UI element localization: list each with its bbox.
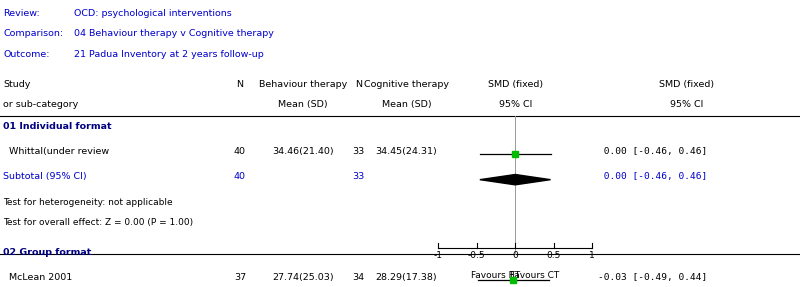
Text: SMD (fixed): SMD (fixed) [488,80,542,89]
Text: SMD (fixed): SMD (fixed) [659,80,714,89]
Text: Behaviour therapy: Behaviour therapy [259,80,347,89]
Text: 21 Padua Inventory at 2 years follow-up: 21 Padua Inventory at 2 years follow-up [74,50,263,59]
Text: 34: 34 [352,273,365,282]
Text: Comparison:: Comparison: [3,29,63,38]
Text: OCD: psychological interventions: OCD: psychological interventions [74,9,231,18]
Text: 01 Individual format: 01 Individual format [3,122,112,131]
Text: 95% CI: 95% CI [498,100,532,109]
Text: Cognitive therapy: Cognitive therapy [364,80,449,89]
Text: N: N [355,80,362,89]
Text: 02 Group format: 02 Group format [3,248,91,257]
Text: Mean (SD): Mean (SD) [278,100,328,109]
Text: 34.45(24.31): 34.45(24.31) [375,147,438,156]
Text: Test for overall effect: Z = 0.00 (P = 1.00): Test for overall effect: Z = 0.00 (P = 1… [3,218,194,228]
Text: 04 Behaviour therapy v Cognitive therapy: 04 Behaviour therapy v Cognitive therapy [74,29,274,38]
Text: 33: 33 [352,147,365,156]
Text: Outcome:: Outcome: [3,50,50,59]
Text: Favours BT: Favours BT [471,271,521,280]
Text: 40: 40 [234,147,246,156]
Text: -1: -1 [434,251,443,259]
Text: 95% CI: 95% CI [670,100,703,109]
Text: 33: 33 [352,172,365,181]
Text: Mean (SD): Mean (SD) [382,100,431,109]
Text: McLean 2001: McLean 2001 [3,273,73,282]
Text: 34.46(21.40): 34.46(21.40) [272,147,334,156]
Polygon shape [480,174,550,185]
Text: Favours CT: Favours CT [510,271,559,280]
Text: 0.00 [-0.46, 0.46]: 0.00 [-0.46, 0.46] [598,172,708,181]
Text: 1: 1 [589,251,595,259]
Text: Subtotal (95% CI): Subtotal (95% CI) [3,172,87,181]
Text: 0.5: 0.5 [546,251,561,259]
Text: 27.74(25.03): 27.74(25.03) [272,273,334,282]
Text: 40: 40 [234,172,246,181]
Text: N: N [237,80,243,89]
Text: 0: 0 [512,251,518,259]
Text: Test for heterogeneity: not applicable: Test for heterogeneity: not applicable [3,198,173,207]
Text: 28.29(17.38): 28.29(17.38) [375,273,438,282]
Text: -0.03 [-0.49, 0.44]: -0.03 [-0.49, 0.44] [598,273,708,282]
Text: Review:: Review: [3,9,40,18]
Text: 37: 37 [234,273,246,282]
Text: or sub-category: or sub-category [3,100,78,109]
Text: 0.00 [-0.46, 0.46]: 0.00 [-0.46, 0.46] [598,147,708,156]
Text: -0.5: -0.5 [468,251,486,259]
Text: Study: Study [3,80,30,89]
Text: Whittal(under review: Whittal(under review [3,147,110,156]
